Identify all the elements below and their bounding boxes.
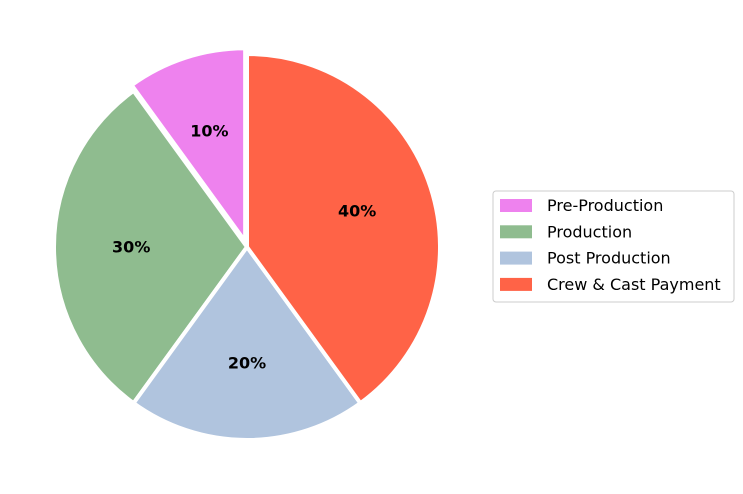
pie-label: 10% bbox=[190, 122, 228, 141]
pie-label: 40% bbox=[338, 202, 376, 221]
pie-slice-crew-cast-payment bbox=[245, 52, 442, 406]
legend-items: Pre-Production Production Post Production C… bbox=[500, 196, 721, 294]
pie-slices bbox=[52, 46, 442, 442]
legend-frame bbox=[492, 190, 735, 303]
legend-label: Crew & Cast Payment bbox=[547, 275, 721, 294]
legend-label: Pre-Production bbox=[547, 196, 663, 215]
pie-slice-post-production bbox=[131, 245, 363, 442]
legend: Pre-Production Production Post Production C… bbox=[492, 190, 735, 303]
legend-label: Post Production bbox=[547, 249, 671, 268]
pie-slice-pre-production bbox=[129, 46, 248, 244]
pie-label: 30% bbox=[112, 238, 150, 257]
pie-labels: 10% 30% 20% 40% bbox=[112, 122, 376, 373]
pie-label: 20% bbox=[228, 353, 266, 372]
pie-slice-production bbox=[52, 88, 249, 406]
legend-swatch bbox=[500, 251, 532, 265]
legend-swatch bbox=[500, 277, 532, 291]
legend-label: Production bbox=[547, 222, 632, 241]
legend-swatch bbox=[500, 199, 532, 212]
legend-swatch bbox=[500, 225, 532, 239]
